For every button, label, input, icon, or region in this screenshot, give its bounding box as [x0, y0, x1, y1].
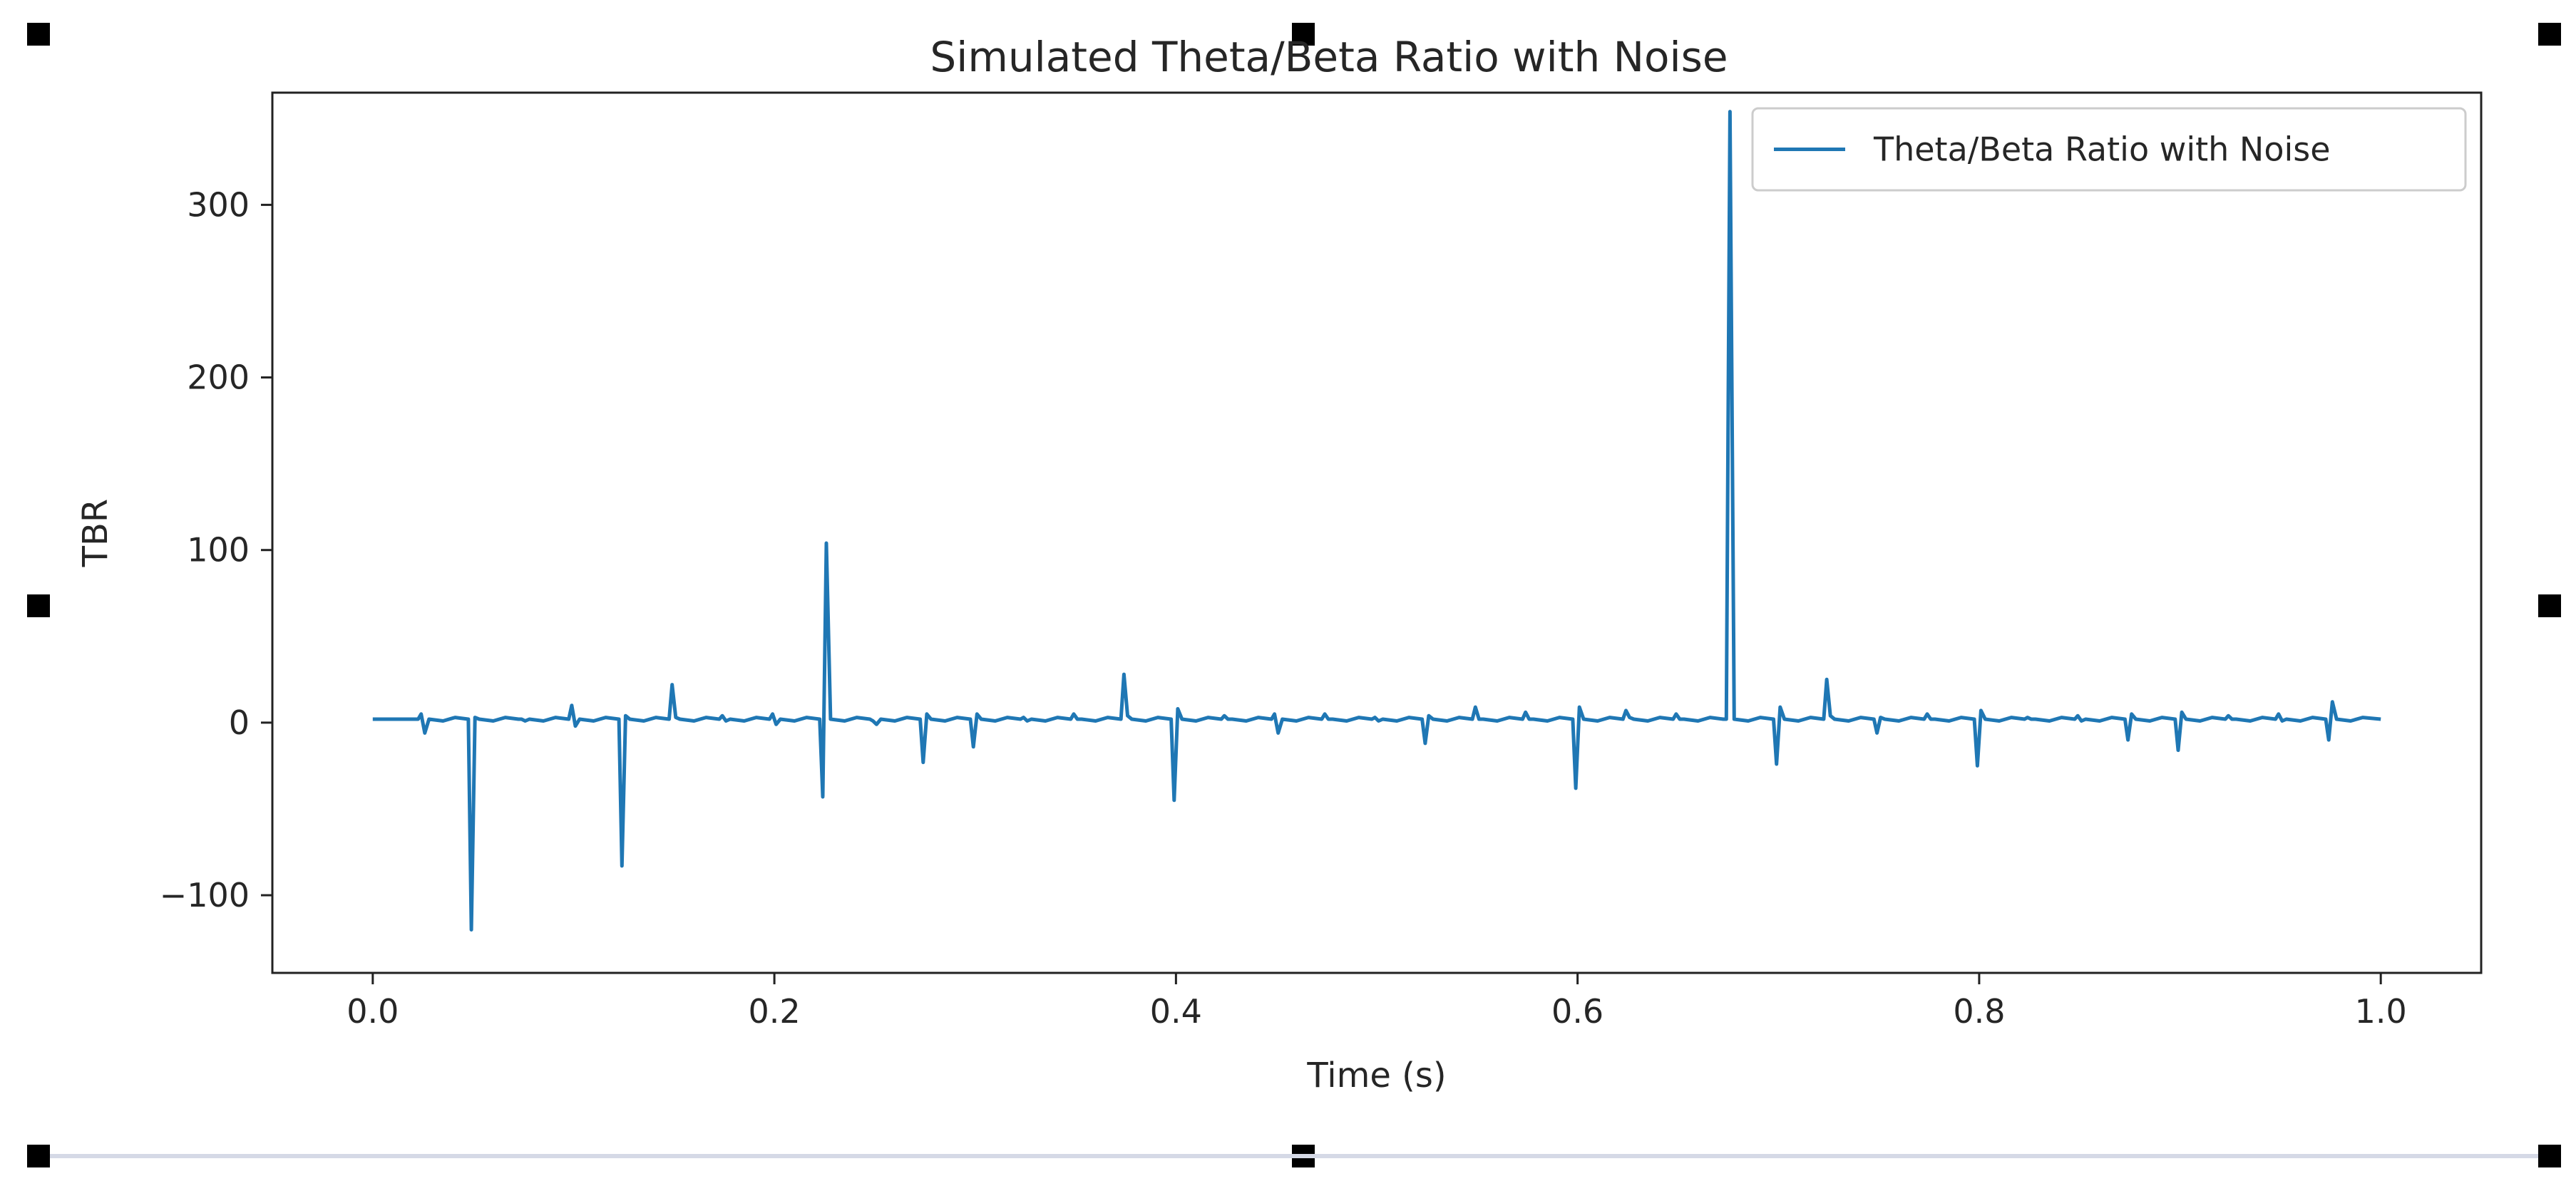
handle-top-right[interactable] [2538, 23, 2561, 46]
x-tick-label: 0.4 [1150, 992, 1202, 1031]
handle-bottom-right[interactable] [2538, 1145, 2561, 1167]
x-axis-label: Time (s) [1306, 1056, 1446, 1095]
handle-top-middle[interactable] [1292, 23, 1315, 46]
y-tick-label: −100 [160, 876, 250, 914]
selection-handles [27, 23, 2561, 1167]
legend-box [1751, 107, 2467, 192]
series-line [372, 110, 2381, 932]
x-tick-label: 0.6 [1551, 992, 1603, 1031]
x-axis: 0.0 0.2 0.4 0.6 0.8 1.0 [347, 973, 2407, 1031]
series-group [372, 110, 2381, 932]
x-tick-label: 0.0 [347, 992, 399, 1031]
handle-bottom-left[interactable] [27, 1145, 50, 1167]
y-tick-label: 300 [187, 185, 250, 224]
legend-label: Theta/Beta Ratio with Noise [1873, 130, 2331, 169]
handle-top-left[interactable] [27, 23, 50, 46]
y-tick-label: 100 [187, 531, 250, 569]
y-axis: −100 0 100 200 300 [160, 185, 272, 914]
x-tick-label: 0.2 [749, 992, 801, 1031]
plot-area-frame [271, 91, 2483, 974]
handle-middle-left[interactable] [27, 594, 50, 617]
chart-title: Simulated Theta/Beta Ratio with Noise [930, 33, 1728, 81]
x-tick-label: 1.0 [2355, 992, 2407, 1031]
handle-middle-right[interactable] [2538, 594, 2561, 617]
y-axis-label: TBR [76, 499, 116, 568]
y-tick-label: 0 [229, 703, 250, 742]
x-tick-label: 0.8 [1953, 992, 2005, 1031]
y-tick-label: 200 [187, 359, 250, 397]
legend: Theta/Beta Ratio with Noise [1751, 107, 2467, 192]
